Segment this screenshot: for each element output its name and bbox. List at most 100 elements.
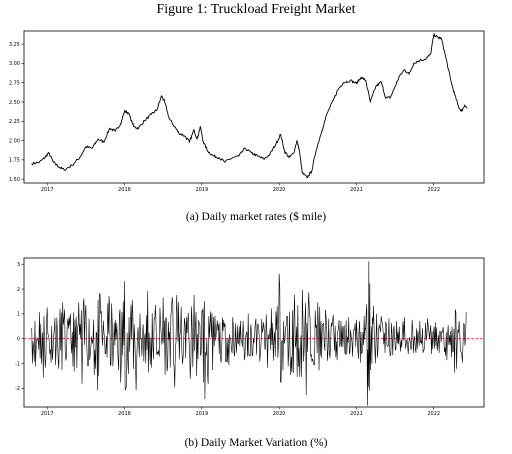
chart-a-data-point — [360, 76, 362, 78]
chart-b-data-point — [112, 365, 114, 367]
chart-a-x-tick-label: 2020 — [273, 187, 286, 193]
chart-b-data-point — [325, 309, 326, 311]
chart-a-data-point — [174, 126, 176, 128]
chart-a-y-tick-label: 2.75 — [9, 80, 20, 86]
chart-a-data-point — [120, 123, 121, 124]
chart-b-data-point — [70, 314, 71, 315]
chart-a-data-point — [156, 109, 158, 111]
chart-b-data-point — [359, 361, 361, 363]
chart-a-data-point — [128, 112, 129, 114]
chart-a-data-point — [365, 80, 367, 81]
chart-b-data-point — [35, 365, 36, 367]
chart-a-data-point — [161, 95, 162, 97]
chart-b-data-point — [255, 318, 257, 320]
chart-b-data-point — [313, 364, 315, 366]
chart-a-data-point — [280, 134, 282, 135]
chart-b-data-point — [427, 318, 428, 320]
chart-b-data-point — [66, 355, 67, 357]
chart-b-data-point — [182, 363, 183, 364]
chart-b-data-point — [42, 376, 44, 378]
chart-a-data-point — [293, 152, 295, 154]
chart-b-x-tick-label: 2022 — [427, 411, 440, 417]
chart-a-data-point — [207, 151, 209, 152]
caption-a: (a) Daily market rates ($ mile) — [185, 211, 327, 223]
chart-b-data-point — [108, 296, 110, 297]
chart-a-x-tick-label: 2021 — [350, 187, 363, 193]
chart-b-frame — [23, 257, 485, 408]
chart-a-data-point — [342, 82, 344, 84]
chart-a-data-point — [48, 152, 50, 154]
chart-a-series-line — [31, 33, 468, 179]
chart-a-data-point — [196, 138, 198, 140]
chart-a-data-point — [97, 138, 99, 140]
chart-b-data-point — [236, 352, 237, 353]
chart-b-x-tick-label: 2018 — [118, 411, 131, 417]
chart-b-data-point — [240, 320, 241, 322]
chart-b-data-point — [151, 366, 152, 368]
chart-a-x-tick-label: 2019 — [195, 187, 208, 193]
chart-b-data-point — [332, 314, 334, 316]
chart-b-data-point — [263, 322, 265, 323]
chart-b-data-point — [243, 359, 245, 361]
chart-a-data-point — [461, 110, 462, 112]
chart-a-data-point — [380, 81, 382, 83]
chart-b-data-point — [251, 354, 253, 356]
chart-a-data-point — [218, 157, 220, 158]
chart-b-data-point — [85, 304, 87, 306]
chart-a-data-point — [39, 161, 40, 163]
chart-a-data-point — [184, 135, 186, 137]
chart-b-data-point — [170, 314, 172, 316]
chart-a-y-tick-label: 2.25 — [9, 119, 20, 125]
chart-a-data-point — [326, 113, 328, 114]
chart-a-data-point — [257, 155, 258, 157]
chart-b-data-point — [93, 319, 94, 321]
chart-a-data-point — [445, 58, 447, 60]
chart-b-data-point — [278, 273, 280, 275]
chart-b-data-point — [305, 394, 307, 395]
chart-b: 2017 2018 2019 2020 2021 2022 3 2 1 0 -1 -2 — [15, 257, 485, 417]
chart-b-data-point — [131, 299, 133, 301]
chart-b-data-point — [431, 353, 432, 354]
chart-b-data-point — [158, 355, 160, 357]
chart-b-data-point — [392, 354, 394, 356]
chart-b-data-point — [162, 297, 164, 299]
chart-b-data-point — [423, 349, 425, 351]
chart-b-data-point — [204, 398, 206, 400]
chart-a-data-point — [284, 151, 285, 152]
chart-b-data-point — [396, 320, 397, 322]
chart-b-y-tick-label: 2 — [17, 287, 20, 293]
chart-a-data-point — [250, 152, 252, 154]
chart-b-data-point — [384, 352, 386, 353]
chart-b-series-line — [31, 261, 467, 406]
chart-a-x-tick-label: 2018 — [118, 187, 131, 193]
chart-b-x-tick-label: 2020 — [273, 411, 286, 417]
chart-b-data-point — [197, 358, 199, 359]
chart-b-data-point — [363, 316, 365, 317]
chart-b-data-point — [388, 318, 390, 320]
chart-b-data-point — [166, 370, 168, 372]
chart-a-data-point — [301, 172, 303, 174]
chart-a-data-point — [91, 147, 93, 149]
chart-b-data-point — [336, 359, 338, 361]
chart-b-data-point — [228, 364, 230, 366]
chart-a-data-point — [337, 89, 339, 90]
chart-b-data-point — [404, 317, 405, 318]
chart-b-data-point — [58, 368, 60, 369]
chart-a-data-point — [321, 130, 322, 132]
chart-a-data-point — [390, 97, 391, 98]
chart-b-y-tick-label: -1 — [15, 361, 20, 367]
chart-b-data-point — [220, 361, 222, 363]
chart-a-data-point — [430, 53, 432, 55]
chart-a: 2017 2018 2019 2020 2021 2022 1.50 1.75 2.00 2.25… — [9, 30, 485, 193]
chart-b-data-point — [120, 381, 121, 383]
chart-b-data-point — [201, 311, 203, 312]
chart-b-data-point — [147, 291, 149, 292]
chart-b-data-point — [348, 317, 350, 318]
chart-a-data-point — [232, 157, 234, 158]
chart-a-data-point — [315, 149, 317, 151]
chart-a-data-point — [298, 149, 300, 151]
chart-a-data-point — [168, 118, 170, 120]
chart-b-data-point — [224, 323, 226, 325]
chart-b-data-point — [216, 320, 218, 322]
chart-b-data-point — [298, 365, 299, 367]
